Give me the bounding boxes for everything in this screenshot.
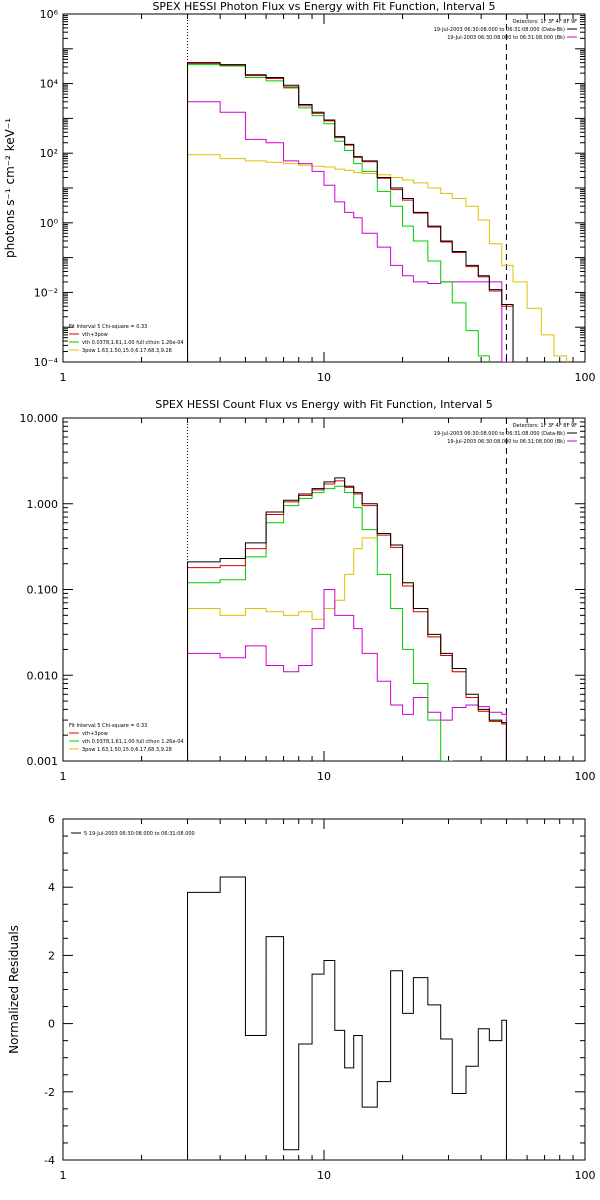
series-bk <box>187 589 507 761</box>
series-vth <box>187 64 490 362</box>
y-tick-label: 10⁻⁴ <box>34 356 59 369</box>
y-tick-label: -2 <box>44 1086 55 1099</box>
x-tick-label: 10 <box>317 770 331 783</box>
y-axis: 10⁻⁴ 10⁻² 10⁰ 10² 10⁴ 10⁶ <box>34 8 585 369</box>
y-tick-label: 4 <box>48 881 55 894</box>
y-tick-label: 0.001 <box>27 755 59 768</box>
y-tick-label: 0.100 <box>27 584 59 597</box>
x-axis: 1 10 100 <box>60 14 596 384</box>
legend-bottom-entry: vth+3pow <box>82 332 108 338</box>
x-tick-label: 10 <box>317 1169 331 1182</box>
y-tick-label: 0.010 <box>27 669 59 682</box>
series-group <box>187 62 568 362</box>
chart-panel-3: 1 10 100 -4 -2 0 2 4 6 Normalized Residuals 5 19-J… <box>7 813 596 1182</box>
series-residuals <box>187 876 507 1160</box>
legend-top: Detectors: 1F 3F 4F 8F 9F 19-Jul-2003 06:… <box>434 19 577 41</box>
series-vth-3pow <box>187 480 507 761</box>
fit-info: Fit Interval 5 Chi-square = 0.33 <box>69 324 147 330</box>
legend-top-entry: 19-Jul-2003 06:30:08.000 to 06:31:08.000… <box>434 431 565 437</box>
legend-bottom-entry: vth 0.0378,1.61,1.00 full cthon 1.26e-04 <box>82 340 184 346</box>
legend-top: Detectors: 1F 3F 4F 8F 9F 19-Jul-2003 06:… <box>434 423 577 445</box>
y-tick-label: 0 <box>48 1018 55 1031</box>
y-tick-label: 10⁶ <box>40 8 59 21</box>
legend-bottom-entry: vth 0.0378,1.61,1.00 full cthon 1.26e-04 <box>82 739 184 745</box>
legend-bottom-entry: 3pow 1.63,1.50,15.0,6.17,68.3,9.28 <box>82 747 172 753</box>
series-3pow <box>187 532 507 761</box>
detectors-label: Detectors: 1F 3F 4F 8F 9F <box>513 19 577 25</box>
y-tick-label: -4 <box>44 1154 55 1167</box>
series-vth-3pow <box>187 62 514 362</box>
chart-title: SPEX HESSI Photon Flux vs Energy with Fi… <box>152 0 495 13</box>
y-tick-label: 10⁻² <box>34 286 58 299</box>
legend-bottom: Fit Interval 5 Chi-square = 0.33 vth+3pow… <box>69 723 184 753</box>
series-group <box>187 876 507 1160</box>
y-tick-label: 10.000 <box>20 412 59 425</box>
series-3pow <box>187 154 568 362</box>
y-axis-label: photons s⁻¹ cm⁻² keV⁻¹ <box>3 118 17 258</box>
y-axis: 0.001 0.010 0.100 1.000 10.000 <box>20 412 585 768</box>
y-axis-label: Normalized Residuals <box>7 925 21 1054</box>
x-tick-label: 10 <box>317 371 331 384</box>
legend-bottom-entry: 3pow 1.63,1.50,15.0,6.17,68.3,9.28 <box>82 348 172 354</box>
legend-bottom: Fit Interval 5 Chi-square = 0.33 vth+3pow… <box>69 324 184 354</box>
y-tick-label: 1.000 <box>27 498 59 511</box>
fit-info: Fit Interval 5 Chi-square = 0.33 <box>69 723 147 729</box>
chart-panel-1: SPEX HESSI Photon Flux vs Energy with Fi… <box>3 0 596 384</box>
x-tick-label: 100 <box>575 770 596 783</box>
series-data-bk <box>187 477 507 761</box>
chart-panel-2: SPEX HESSI Count Flux vs Energy with Fit… <box>20 398 596 783</box>
x-axis: 1 10 100 <box>60 819 596 1182</box>
series-group <box>187 477 507 761</box>
series-vth <box>187 485 453 761</box>
y-tick-label: 10⁰ <box>40 217 59 230</box>
series-bk <box>187 101 514 362</box>
y-tick-label: 10⁴ <box>40 78 59 91</box>
legend-top-entry: 19-Jul-2003 06:30:08.000 to 06:31:08.000… <box>447 35 565 41</box>
legend-top-entry: 19-Jul-2003 06:30:08.000 to 06:31:08.000… <box>434 27 565 33</box>
chart-title: SPEX HESSI Count Flux vs Energy with Fit… <box>155 398 492 411</box>
legend-bottom-entry: vth+3pow <box>82 731 108 737</box>
legend-top-left: 5 19-Jul-2003 06:30:08.000 to 06:31:08.0… <box>71 831 195 837</box>
legend-entry: 5 19-Jul-2003 06:30:08.000 to 06:31:08.0… <box>84 831 195 837</box>
detectors-label: Detectors: 1F 3F 4F 8F 9F <box>513 423 577 429</box>
x-tick-label: 1 <box>60 1169 67 1182</box>
x-tick-label: 100 <box>575 371 596 384</box>
x-tick-label: 100 <box>575 1169 596 1182</box>
y-tick-label: 2 <box>48 949 55 962</box>
y-tick-label: 6 <box>48 813 55 826</box>
y-tick-label: 10² <box>40 147 58 160</box>
x-tick-label: 1 <box>60 371 67 384</box>
legend-top-entry: 19-Jul-2003 06:30:08.000 to 06:31:08.000… <box>447 439 565 445</box>
x-axis: 1 10 100 <box>60 418 596 783</box>
y-axis: -4 -2 0 2 4 6 <box>44 813 585 1167</box>
x-tick-label: 1 <box>60 770 67 783</box>
series-data-bk <box>187 62 514 362</box>
